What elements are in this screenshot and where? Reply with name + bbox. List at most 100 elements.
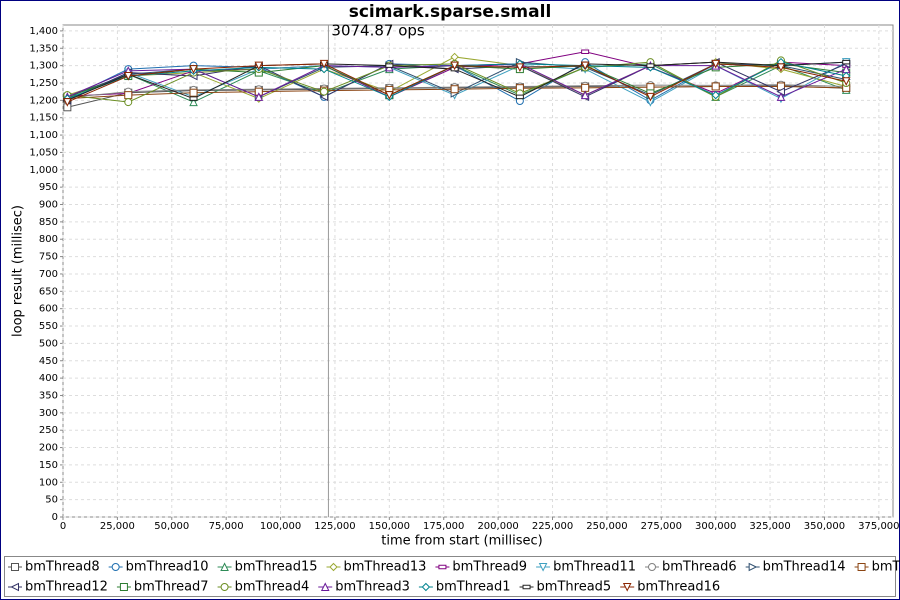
legend-item: bmThread4 [217,580,310,595]
legend-item: bmThread2 [854,560,900,575]
x-tick-label: 375,000 [858,521,899,532]
x-tick-label: 150,000 [369,521,410,532]
plot-area [62,24,894,518]
y-tick-label: 800 [39,234,58,245]
y-tick-label: 950 [39,182,58,193]
marker [581,49,590,54]
legend-label: bmThread10 [126,560,209,575]
marker [580,61,590,71]
x-tick-label: 175,000 [423,521,464,532]
legend-item: bmThread6 [645,560,737,575]
marker [622,583,632,592]
legend-label: bmThread9 [452,560,527,575]
legend-label: bmThread11 [553,560,636,575]
x-tick-label: 250,000 [586,521,627,532]
legend-label: bmThread13 [344,560,427,575]
x-tick-label: 0 [60,521,66,532]
legend-label: bmThread3 [335,580,410,595]
marker [450,61,459,71]
x-tick-label: 275,000 [641,521,682,532]
legend-label: bmThread6 [662,560,737,575]
marker [329,562,338,572]
y-tick-label: 250 [39,425,58,436]
y-tick-label: 1,200 [29,95,58,106]
marker [450,85,459,94]
y-tick-label: 350 [39,390,58,401]
y-axis-label: loop result (millisec) [11,205,26,337]
marker [522,584,531,590]
legend-label: bmThread14 [763,560,846,575]
marker [711,82,720,91]
y-tick-label: 1,300 [29,61,58,72]
marker [385,63,394,68]
marker [189,65,198,74]
legend-label: bmThread4 [235,580,310,595]
marker [189,88,198,97]
marker [124,91,133,100]
y-tick-label: 1,000 [29,165,58,176]
legend-label: bmThread1 [436,580,511,595]
marker [438,564,447,570]
legend-item: bmThread3 [318,580,410,595]
x-tick-label: 50,000 [154,521,189,532]
marker [220,562,229,571]
marker [123,72,133,81]
y-tick-label: 1,050 [29,147,58,158]
legend-item: bmThread14 [745,560,846,575]
marker [711,59,720,69]
y-tick-label: 900 [39,200,58,211]
marker [711,90,720,100]
marker [385,91,394,100]
legend-label: bmThread8 [25,560,100,575]
marker [319,64,329,74]
legend-item: bmThread5 [519,580,611,595]
legend-label: bmThread12 [25,580,108,595]
marker [857,563,866,571]
marker [254,92,264,101]
x-tick-label: 325,000 [749,521,790,532]
y-tick-label: 1,100 [29,130,58,141]
legend-item: bmThread12 [8,580,108,595]
y-tick-label: 700 [39,269,58,280]
legend-item: bmThread16 [620,580,720,595]
legend-label: bmThread7 [134,580,209,595]
y-tick-label: 0 [52,512,58,523]
legend-item: bmThread10 [108,560,209,575]
y-tick-label: 450 [39,356,58,367]
x-tick-label: 300,000 [695,521,736,532]
marker [515,63,525,72]
marker [842,59,851,65]
y-tick-label: 1,400 [29,26,58,37]
marker [319,59,329,69]
y-tick-label: 50 [45,495,58,506]
legend-label: bmThread16 [637,580,720,595]
x-tick-label: 200,000 [477,521,518,532]
marker [189,96,198,101]
marker [776,92,786,101]
y-tick-label: 200 [39,443,58,454]
y-tick-label: 650 [39,286,58,297]
y-tick-label: 400 [39,373,58,384]
marker [580,90,590,100]
y-tick-label: 1,350 [29,43,58,54]
annotation-label: 3074.87 ops [331,22,424,40]
x-tick-label: 125,000 [314,521,355,532]
y-tick-label: 300 [39,408,58,419]
marker [648,563,656,571]
marker [646,92,655,102]
legend-box [4,556,896,597]
x-tick-label: 350,000 [804,521,845,532]
legend-item: bmThread9 [435,560,527,575]
marker [124,98,133,107]
marker [111,563,120,571]
y-tick-label: 100 [39,477,58,488]
marker [189,97,198,107]
marker [581,83,590,92]
legend-item: bmThread7 [116,580,209,595]
marker [119,583,128,591]
legend-item: bmThread1 [418,580,511,595]
marker [320,582,330,591]
x-tick-label: 225,000 [532,521,573,532]
x-axis-label: time from start (millisec) [381,534,542,549]
